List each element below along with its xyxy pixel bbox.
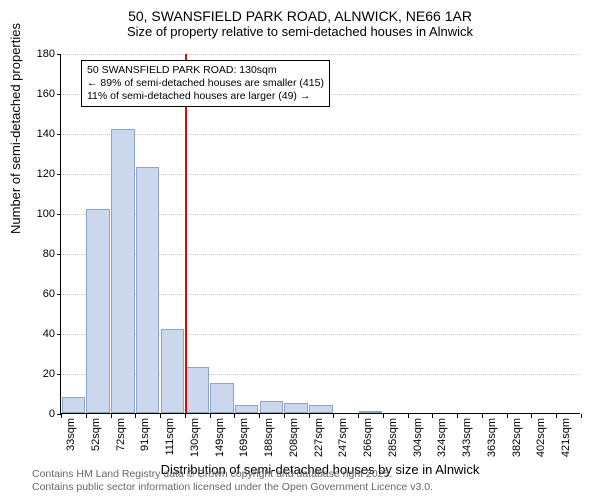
ytick-mark	[57, 94, 61, 95]
ytick-mark	[57, 214, 61, 215]
xtick-label: 324sqm	[436, 418, 448, 457]
histogram-bar	[284, 403, 308, 413]
xtick-label: 130sqm	[189, 418, 201, 457]
xtick-mark	[333, 414, 334, 418]
xtick-mark	[135, 414, 136, 418]
ytick-label: 40	[25, 328, 55, 340]
xtick-label: 91sqm	[139, 418, 151, 451]
histogram-bar	[161, 329, 185, 413]
xtick-mark	[86, 414, 87, 418]
chart-subtitle: Size of property relative to semi-detach…	[0, 24, 600, 45]
xtick-label: 285sqm	[387, 418, 399, 457]
xtick-mark	[383, 414, 384, 418]
xtick-label: 149sqm	[214, 418, 226, 457]
ytick-label: 120	[25, 168, 55, 180]
xtick-mark	[581, 414, 582, 418]
ytick-label: 140	[25, 128, 55, 140]
xtick-label: 208sqm	[288, 418, 300, 457]
histogram-bar	[111, 129, 135, 413]
ytick-mark	[57, 174, 61, 175]
xtick-label: 382sqm	[511, 418, 523, 457]
ytick-mark	[57, 134, 61, 135]
histogram-bar	[309, 405, 333, 413]
xtick-label: 304sqm	[412, 418, 424, 457]
histogram-bar	[86, 209, 110, 413]
ytick-mark	[57, 334, 61, 335]
plot-box: 02040608010012014016018033sqm52sqm72sqm9…	[60, 54, 580, 414]
histogram-bar	[210, 383, 234, 413]
ytick-label: 160	[25, 88, 55, 100]
xtick-mark	[284, 414, 285, 418]
xtick-mark	[185, 414, 186, 418]
xtick-mark	[531, 414, 532, 418]
reference-line	[185, 54, 187, 413]
annotation-line: ← 89% of semi-detached houses are smalle…	[87, 77, 324, 90]
y-axis-label: Number of semi-detached properties	[8, 23, 23, 234]
ytick-label: 0	[25, 408, 55, 420]
histogram-bar	[235, 405, 259, 413]
xtick-mark	[61, 414, 62, 418]
xtick-label: 111sqm	[164, 418, 176, 456]
footer-line-1: Contains HM Land Registry data © Crown c…	[32, 468, 433, 481]
xtick-label: 33sqm	[65, 418, 77, 451]
gridline	[61, 54, 580, 55]
xtick-label: 52sqm	[90, 418, 102, 451]
ytick-mark	[57, 374, 61, 375]
plot-area: 02040608010012014016018033sqm52sqm72sqm9…	[60, 54, 580, 414]
ytick-label: 80	[25, 248, 55, 260]
xtick-label: 188sqm	[263, 418, 275, 457]
footer-line-2: Contains public sector information licen…	[32, 481, 433, 494]
ytick-label: 180	[25, 48, 55, 60]
ytick-label: 100	[25, 208, 55, 220]
chart-container: 50, SWANSFIELD PARK ROAD, ALNWICK, NE66 …	[0, 0, 600, 500]
annotation-box: 50 SWANSFIELD PARK ROAD: 130sqm← 89% of …	[81, 60, 330, 107]
xtick-label: 72sqm	[115, 418, 127, 451]
xtick-mark	[111, 414, 112, 418]
xtick-mark	[160, 414, 161, 418]
histogram-bar	[136, 167, 160, 413]
xtick-mark	[457, 414, 458, 418]
histogram-bar	[62, 397, 86, 413]
xtick-label: 363sqm	[486, 418, 498, 457]
xtick-label: 247sqm	[337, 418, 349, 457]
xtick-mark	[482, 414, 483, 418]
annotation-line: 50 SWANSFIELD PARK ROAD: 130sqm	[87, 64, 324, 77]
ytick-label: 60	[25, 288, 55, 300]
xtick-mark	[210, 414, 211, 418]
ytick-mark	[57, 294, 61, 295]
xtick-mark	[507, 414, 508, 418]
xtick-mark	[432, 414, 433, 418]
gridline	[61, 134, 580, 135]
chart-title: 50, SWANSFIELD PARK ROAD, ALNWICK, NE66 …	[0, 0, 600, 24]
ytick-mark	[57, 254, 61, 255]
xtick-mark	[408, 414, 409, 418]
xtick-label: 421sqm	[560, 418, 572, 457]
footer-credits: Contains HM Land Registry data © Crown c…	[32, 468, 433, 494]
histogram-bar	[185, 367, 209, 413]
annotation-line: 11% of semi-detached houses are larger (…	[87, 90, 324, 103]
xtick-mark	[309, 414, 310, 418]
ytick-mark	[57, 54, 61, 55]
xtick-mark	[556, 414, 557, 418]
xtick-mark	[234, 414, 235, 418]
xtick-label: 227sqm	[313, 418, 325, 457]
xtick-label: 343sqm	[461, 418, 473, 457]
xtick-mark	[259, 414, 260, 418]
histogram-bar	[359, 411, 383, 413]
ytick-label: 20	[25, 368, 55, 380]
xtick-mark	[358, 414, 359, 418]
xtick-label: 266sqm	[362, 418, 374, 457]
histogram-bar	[260, 401, 284, 413]
xtick-label: 169sqm	[238, 418, 250, 457]
xtick-label: 402sqm	[535, 418, 547, 457]
